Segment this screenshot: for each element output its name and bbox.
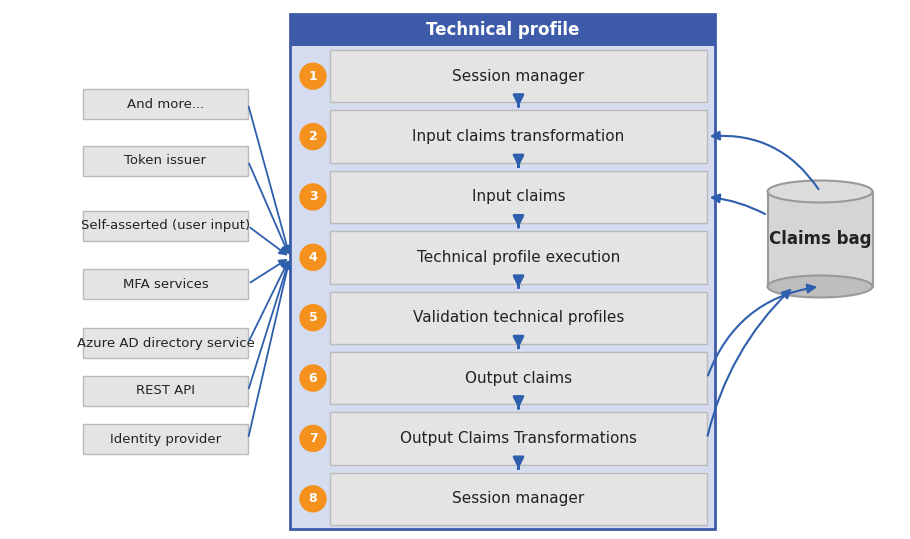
Circle shape [300, 486, 326, 512]
Bar [83, 211, 248, 241]
Ellipse shape [767, 181, 873, 203]
Text: MFA services: MFA services [123, 278, 208, 291]
Text: Self-asserted (user input): Self-asserted (user input) [81, 219, 250, 232]
Circle shape [300, 63, 326, 89]
Circle shape [300, 425, 326, 452]
Bar [83, 146, 248, 176]
Text: 1: 1 [308, 70, 318, 82]
Text: Output claims: Output claims [465, 371, 572, 385]
Text: 2: 2 [308, 130, 318, 143]
Circle shape [300, 244, 326, 271]
Text: Technical profile execution: Technical profile execution [417, 250, 620, 265]
Circle shape [300, 305, 326, 331]
Circle shape [300, 365, 326, 391]
Bar [330, 412, 707, 465]
Text: 6: 6 [308, 371, 318, 384]
Bar [290, 14, 715, 529]
Bar [83, 269, 248, 299]
Text: Azure AD directory service: Azure AD directory service [76, 336, 255, 349]
Text: 5: 5 [308, 311, 318, 324]
Text: 4: 4 [308, 251, 318, 264]
Bar [290, 14, 715, 46]
Text: REST API: REST API [136, 384, 195, 397]
Bar [83, 424, 248, 454]
Bar [330, 171, 707, 223]
Bar [330, 473, 707, 525]
Text: Validation technical profiles: Validation technical profiles [413, 310, 624, 325]
Text: 3: 3 [308, 190, 318, 203]
Bar [83, 89, 248, 119]
Circle shape [300, 184, 326, 210]
Bar [330, 110, 707, 163]
Text: Output Claims Transformations: Output Claims Transformations [400, 431, 637, 446]
Text: And more...: And more... [126, 98, 204, 110]
Text: Technical profile: Technical profile [426, 21, 579, 39]
Bar [330, 352, 707, 404]
Text: Session manager: Session manager [452, 68, 584, 84]
Bar [83, 376, 248, 406]
Bar [330, 50, 707, 102]
Circle shape [300, 123, 326, 149]
Ellipse shape [767, 275, 873, 298]
Text: Token issuer: Token issuer [125, 155, 207, 168]
Text: 8: 8 [308, 492, 318, 506]
Text: 7: 7 [308, 432, 318, 445]
Text: Identity provider: Identity provider [110, 432, 221, 446]
Bar [767, 191, 873, 287]
Bar [330, 231, 707, 284]
Bar [330, 292, 707, 344]
Text: Input claims transformation: Input claims transformation [412, 129, 624, 144]
Text: Claims bag: Claims bag [769, 230, 871, 248]
Text: Session manager: Session manager [452, 492, 584, 506]
Text: Input claims: Input claims [471, 189, 565, 204]
Bar [83, 328, 248, 358]
